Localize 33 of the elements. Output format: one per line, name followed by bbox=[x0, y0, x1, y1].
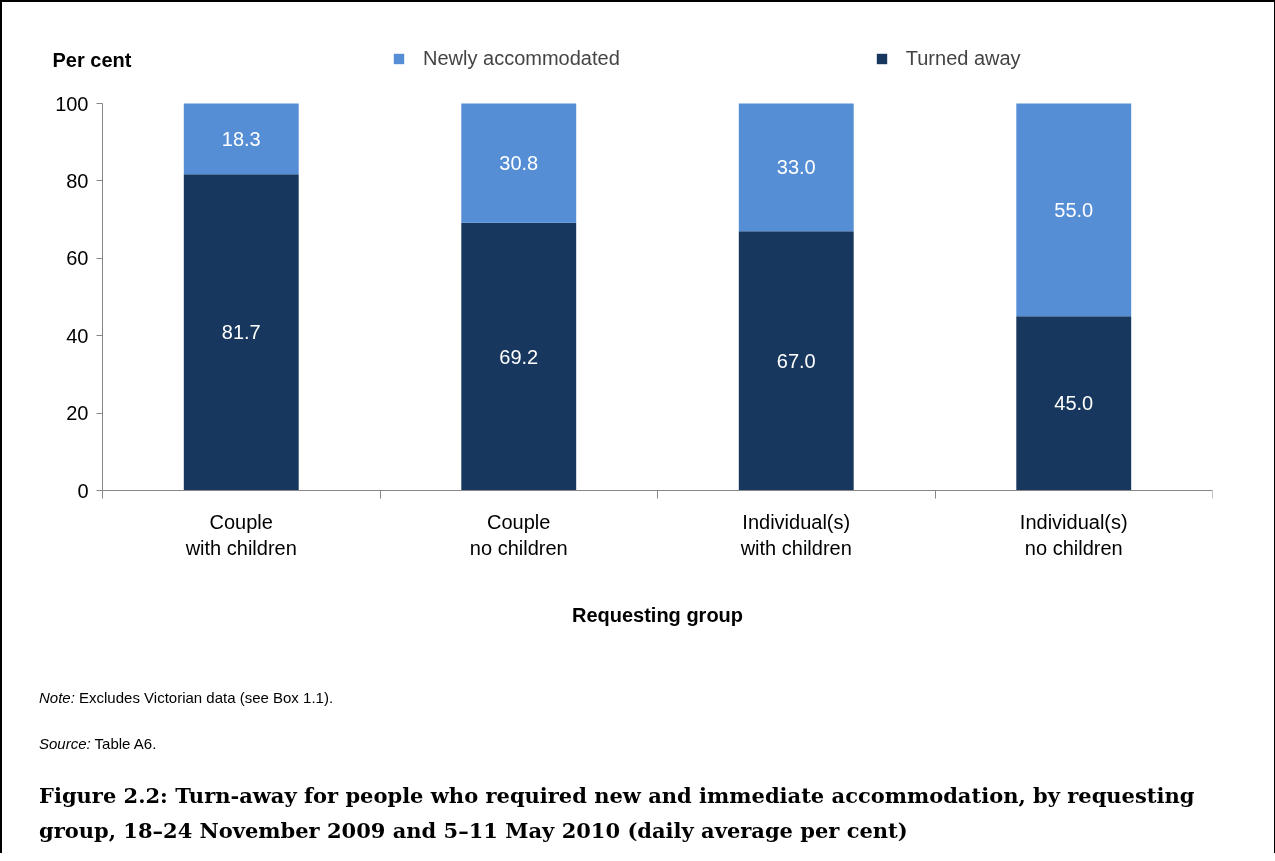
data-label: 18.3 bbox=[221, 127, 261, 150]
y-tick-label: 0 bbox=[77, 479, 89, 502]
bar bbox=[738, 231, 854, 491]
x-tick-label: Couple no children bbox=[469, 510, 568, 559]
x-tick-label: Individual(s) no children bbox=[1019, 510, 1128, 559]
x-tick-label: Individual(s) with children bbox=[739, 510, 852, 559]
y-tick-label: 20 bbox=[66, 402, 89, 425]
legend-label: Turned away bbox=[905, 47, 1021, 70]
data-label: 81.7 bbox=[221, 321, 261, 344]
bar bbox=[1016, 103, 1132, 317]
bar bbox=[1016, 316, 1132, 491]
data-label: 55.0 bbox=[1054, 198, 1094, 221]
legend-label: Newly accommodated bbox=[423, 47, 620, 70]
source-note: Source: Table A6. bbox=[39, 734, 158, 755]
y-tick-label: 60 bbox=[66, 247, 89, 270]
bar bbox=[461, 222, 577, 491]
text: Figure 2.2: Turn-away for people who required new and immediate accommodation, by requesting group, 18–24 November 2009 and 5–11 May 2010 (daily average per cent) bbox=[39, 781, 1196, 845]
x-axis-title: Requesting group bbox=[571, 603, 744, 626]
y-tick-label: 100 bbox=[55, 92, 89, 115]
data-label: 45.0 bbox=[1054, 392, 1094, 415]
data-label: 69.2 bbox=[499, 345, 539, 368]
y-axis-title: Per cent bbox=[52, 48, 132, 71]
bar bbox=[183, 103, 299, 175]
bar bbox=[461, 103, 577, 223]
bar bbox=[183, 174, 299, 491]
data-label: 67.0 bbox=[776, 349, 816, 372]
y-tick-label: 80 bbox=[66, 169, 89, 192]
x-tick-label: Couple with children bbox=[184, 510, 297, 559]
data-label: 33.0 bbox=[776, 156, 816, 179]
text: Note: Excludes Victorian data (see Box 1.1). bbox=[39, 688, 334, 708]
y-tick-label: 40 bbox=[66, 324, 89, 347]
bar bbox=[738, 103, 854, 232]
data-label: 30.8 bbox=[499, 152, 539, 175]
